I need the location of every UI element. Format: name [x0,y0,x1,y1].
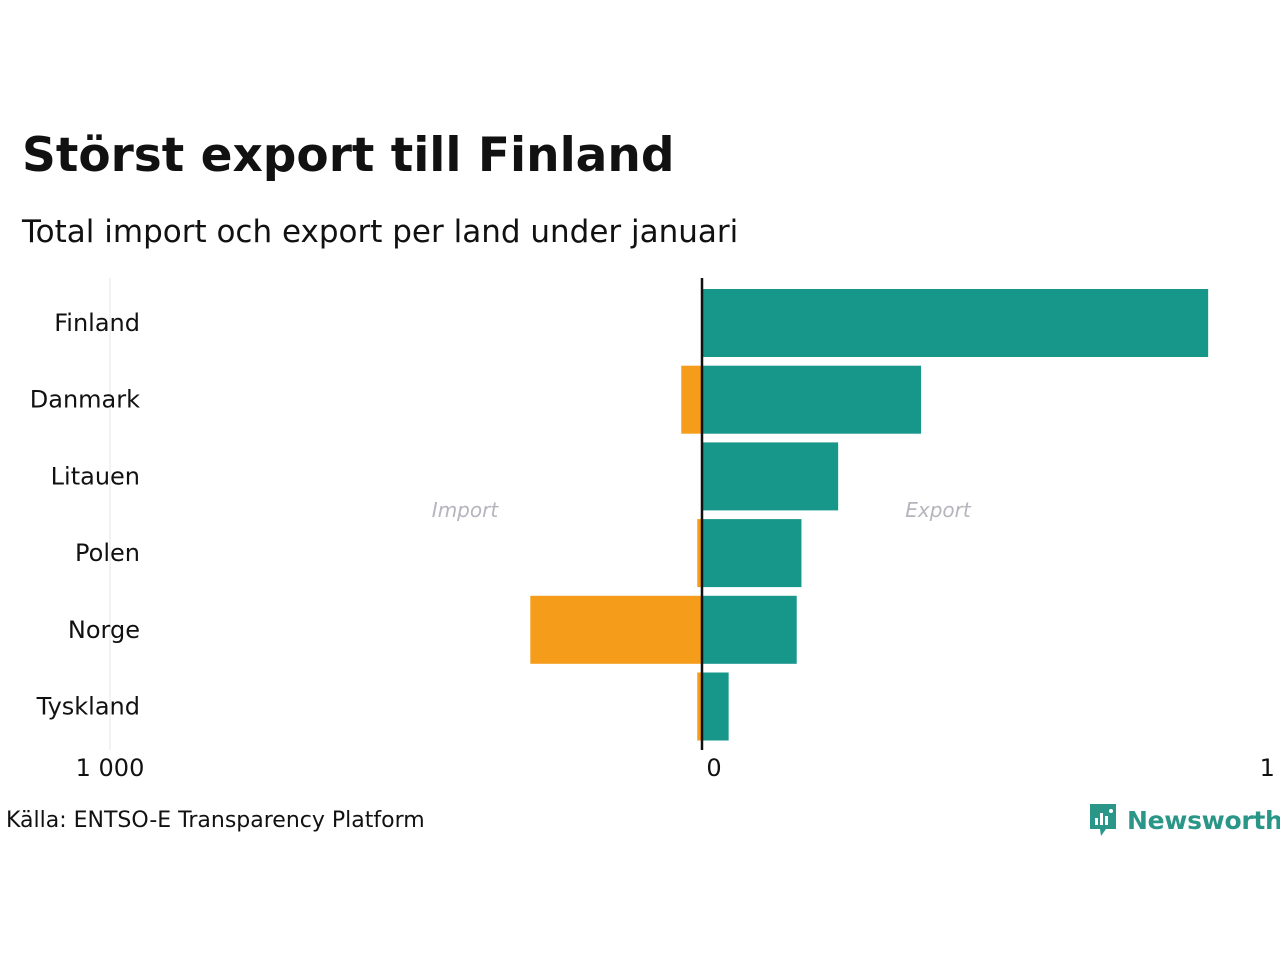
grid-layer [109,278,111,750]
export-bar [702,595,797,664]
import-bar [697,672,702,741]
brand-logo: Newsworthy [1088,802,1280,838]
export-side-label: Export [905,498,972,522]
category-label: Danmark [30,386,140,414]
source-note: Källa: ENTSO-E Transparency Platform [6,808,425,833]
import-bar [697,519,702,588]
import-bar [681,365,702,434]
x-tick-label: 1 000 [1260,754,1280,782]
export-bar [702,365,922,434]
chart-title: Störst export till Finland [22,128,675,183]
category-label: Tyskland [36,693,140,721]
export-bar [702,519,802,588]
chart-subtitle: Total import och export per land under j… [22,214,739,250]
x-tick-label: 0 [706,754,721,782]
newsworthy-logo-icon [1090,804,1116,836]
category-label: Polen [75,539,140,567]
brand-name: Newsworthy [1127,805,1280,835]
export-bar [702,289,1209,357]
import-side-label: Import [432,498,500,522]
labels-layer: 1 000 0 1 000 Import Export Finland Danmark Lit… [30,309,1280,782]
export-bar [702,442,839,511]
category-label: Norge [68,616,140,644]
category-label: Finland [54,309,140,337]
import-bar [530,595,702,664]
export-bar [702,672,729,741]
category-label: Litauen [51,462,140,490]
x-tick-label: 1 000 [76,754,145,782]
bars-layer [530,278,1209,750]
